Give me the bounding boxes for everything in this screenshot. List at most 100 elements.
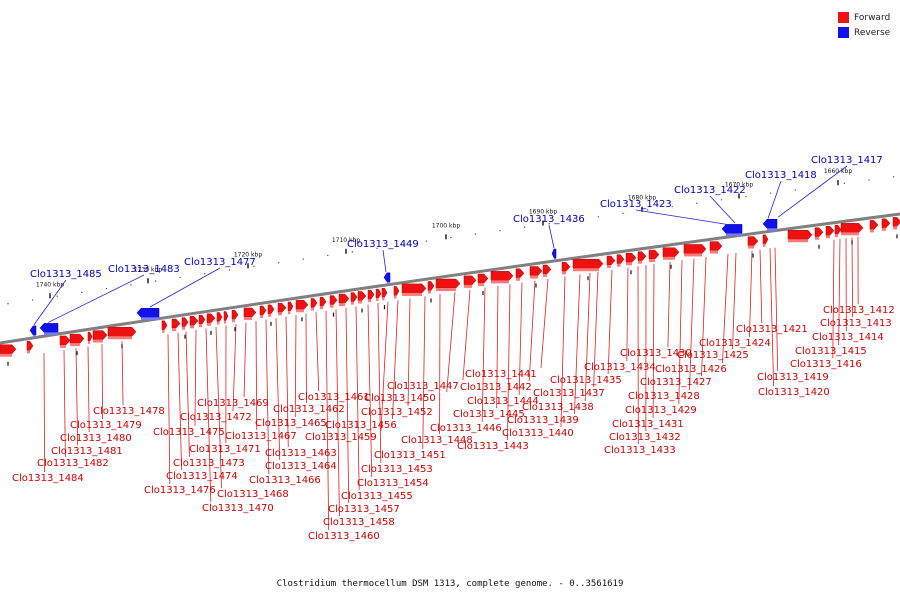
gene-label-clo1313-1462[interactable]: Clo1313_1462 bbox=[273, 404, 345, 415]
gene-label-clo1313-1415[interactable]: Clo1313_1415 bbox=[795, 346, 867, 357]
gene-label-clo1313-1468[interactable]: Clo1313_1468 bbox=[217, 489, 289, 500]
gene-label-clo1313-1482[interactable]: Clo1313_1482 bbox=[37, 458, 109, 469]
forward-gene[interactable] bbox=[834, 224, 842, 238]
gene-label-clo1313-1464[interactable]: Clo1313_1464 bbox=[265, 461, 337, 472]
gene-label-clo1313-1431[interactable]: Clo1313_1431 bbox=[612, 419, 684, 430]
forward-gene[interactable] bbox=[338, 293, 350, 307]
forward-gene[interactable] bbox=[490, 271, 514, 284]
gene-label-clo1313-1437[interactable]: Clo1313_1437 bbox=[533, 388, 605, 399]
forward-gene[interactable] bbox=[825, 225, 835, 239]
gene-label-clo1313-1422[interactable]: Clo1313_1422 bbox=[674, 185, 746, 196]
reverse-gene[interactable] bbox=[29, 325, 37, 338]
forward-gene[interactable] bbox=[267, 304, 275, 317]
gene-label-clo1313-1465[interactable]: Clo1313_1465 bbox=[255, 418, 327, 429]
gene-label-clo1313-1485[interactable]: Clo1313_1485 bbox=[30, 269, 102, 280]
forward-gene[interactable] bbox=[747, 236, 759, 249]
forward-gene[interactable] bbox=[223, 311, 229, 324]
gene-label-clo1313-1445[interactable]: Clo1313_1445 bbox=[453, 409, 525, 420]
forward-gene[interactable] bbox=[171, 318, 181, 332]
gene-label-clo1313-1484[interactable]: Clo1313_1484 bbox=[12, 473, 84, 484]
forward-gene[interactable] bbox=[616, 254, 625, 267]
gene-label-clo1313-1477[interactable]: Clo1313_1477 bbox=[184, 257, 256, 268]
gene-label-clo1313-1444[interactable]: Clo1313_1444 bbox=[467, 396, 539, 407]
gene-label-clo1313-1439[interactable]: Clo1313_1439 bbox=[507, 415, 579, 426]
forward-gene[interactable] bbox=[181, 317, 189, 330]
forward-gene[interactable] bbox=[662, 247, 680, 260]
forward-gene[interactable] bbox=[401, 283, 427, 296]
forward-gene[interactable] bbox=[561, 262, 571, 275]
forward-gene[interactable] bbox=[69, 333, 85, 347]
forward-gene[interactable] bbox=[92, 330, 108, 343]
forward-gene[interactable] bbox=[189, 316, 199, 329]
gene-label-clo1313-1463[interactable]: Clo1313_1463 bbox=[265, 448, 337, 459]
forward-gene[interactable] bbox=[381, 287, 388, 301]
gene-label-clo1313-1473[interactable]: Clo1313_1473 bbox=[173, 458, 245, 469]
gene-label-clo1313-1418[interactable]: Clo1313_1418 bbox=[745, 170, 817, 181]
gene-label-clo1313-1450[interactable]: Clo1313_1450 bbox=[364, 393, 436, 404]
gene-label-clo1313-1483[interactable]: Clo1313_1483 bbox=[108, 264, 180, 275]
gene-label-clo1313-1480[interactable]: Clo1313_1480 bbox=[60, 433, 132, 444]
gene-label-clo1313-1469[interactable]: Clo1313_1469 bbox=[197, 398, 269, 409]
gene-label-clo1313-1454[interactable]: Clo1313_1454 bbox=[357, 478, 429, 489]
gene-label-clo1313-1424[interactable]: Clo1313_1424 bbox=[699, 338, 771, 349]
forward-gene[interactable] bbox=[59, 335, 71, 348]
gene-label-clo1313-1423[interactable]: Clo1313_1423 bbox=[600, 199, 672, 210]
gene-label-clo1313-1436[interactable]: Clo1313_1436 bbox=[513, 214, 585, 225]
gene-label-clo1313-1440[interactable]: Clo1313_1440 bbox=[502, 428, 574, 439]
forward-gene[interactable] bbox=[435, 278, 461, 292]
forward-gene[interactable] bbox=[319, 296, 327, 310]
forward-gene[interactable] bbox=[892, 217, 900, 230]
forward-gene[interactable] bbox=[709, 241, 723, 254]
gene-label-clo1313-1456[interactable]: Clo1313_1456 bbox=[325, 420, 397, 431]
gene-label-clo1313-1430[interactable]: Clo1313_1430 bbox=[620, 348, 692, 359]
reverse-gene[interactable] bbox=[551, 248, 557, 261]
gene-label-clo1313-1471[interactable]: Clo1313_1471 bbox=[189, 444, 261, 455]
gene-label-clo1313-1466[interactable]: Clo1313_1466 bbox=[249, 475, 321, 486]
gene-label-clo1313-1467[interactable]: Clo1313_1467 bbox=[225, 431, 297, 442]
forward-gene[interactable] bbox=[542, 264, 552, 277]
reverse-gene[interactable] bbox=[762, 219, 778, 231]
gene-label-clo1313-1438[interactable]: Clo1313_1438 bbox=[522, 402, 594, 413]
gene-label-clo1313-1443[interactable]: Clo1313_1443 bbox=[457, 441, 529, 452]
forward-gene[interactable] bbox=[637, 251, 647, 264]
forward-gene[interactable] bbox=[529, 266, 543, 279]
forward-gene[interactable] bbox=[606, 255, 616, 269]
gene-label-clo1313-1460[interactable]: Clo1313_1460 bbox=[308, 531, 380, 542]
gene-label-clo1313-1446[interactable]: Clo1313_1446 bbox=[430, 423, 502, 434]
gene-label-clo1313-1442[interactable]: Clo1313_1442 bbox=[460, 382, 532, 393]
forward-gene[interactable] bbox=[427, 281, 435, 294]
gene-label-clo1313-1434[interactable]: Clo1313_1434 bbox=[584, 362, 656, 373]
reverse-gene[interactable] bbox=[721, 224, 743, 236]
reverse-gene[interactable] bbox=[383, 272, 391, 285]
forward-gene[interactable] bbox=[762, 234, 769, 247]
forward-gene[interactable] bbox=[787, 229, 813, 243]
forward-gene[interactable] bbox=[683, 244, 707, 257]
gene-label-clo1313-1449[interactable]: Clo1313_1449 bbox=[347, 239, 419, 250]
gene-label-clo1313-1412[interactable]: Clo1313_1412 bbox=[823, 305, 895, 316]
forward-gene[interactable] bbox=[367, 289, 375, 303]
gene-label-clo1313-1453[interactable]: Clo1313_1453 bbox=[361, 464, 433, 475]
forward-gene[interactable] bbox=[216, 312, 223, 325]
gene-label-clo1313-1461[interactable]: Clo1313_1461 bbox=[298, 392, 370, 403]
forward-gene[interactable] bbox=[881, 218, 891, 231]
forward-gene[interactable] bbox=[375, 288, 382, 302]
forward-gene[interactable] bbox=[87, 331, 93, 345]
gene-label-clo1313-1441[interactable]: Clo1313_1441 bbox=[465, 369, 537, 380]
reverse-gene[interactable] bbox=[39, 323, 59, 335]
forward-gene[interactable] bbox=[26, 341, 34, 354]
forward-gene[interactable] bbox=[259, 305, 267, 319]
gene-label-clo1313-1481[interactable]: Clo1313_1481 bbox=[51, 446, 123, 457]
gene-label-clo1313-1458[interactable]: Clo1313_1458 bbox=[323, 517, 395, 528]
forward-gene[interactable] bbox=[310, 298, 318, 311]
gene-label-clo1313-1421[interactable]: Clo1313_1421 bbox=[736, 324, 808, 335]
gene-label-clo1313-1435[interactable]: Clo1313_1435 bbox=[550, 375, 622, 386]
forward-gene[interactable] bbox=[0, 344, 17, 357]
gene-label-clo1313-1457[interactable]: Clo1313_1457 bbox=[328, 504, 400, 515]
gene-label-clo1313-1425[interactable]: Clo1313_1425 bbox=[677, 350, 749, 361]
gene-label-clo1313-1432[interactable]: Clo1313_1432 bbox=[609, 432, 681, 443]
gene-label-clo1313-1475[interactable]: Clo1313_1475 bbox=[153, 427, 225, 438]
forward-gene[interactable] bbox=[243, 307, 257, 320]
forward-gene[interactable] bbox=[357, 291, 367, 304]
forward-gene[interactable] bbox=[329, 295, 338, 308]
gene-label-clo1313-1417[interactable]: Clo1313_1417 bbox=[811, 155, 883, 166]
